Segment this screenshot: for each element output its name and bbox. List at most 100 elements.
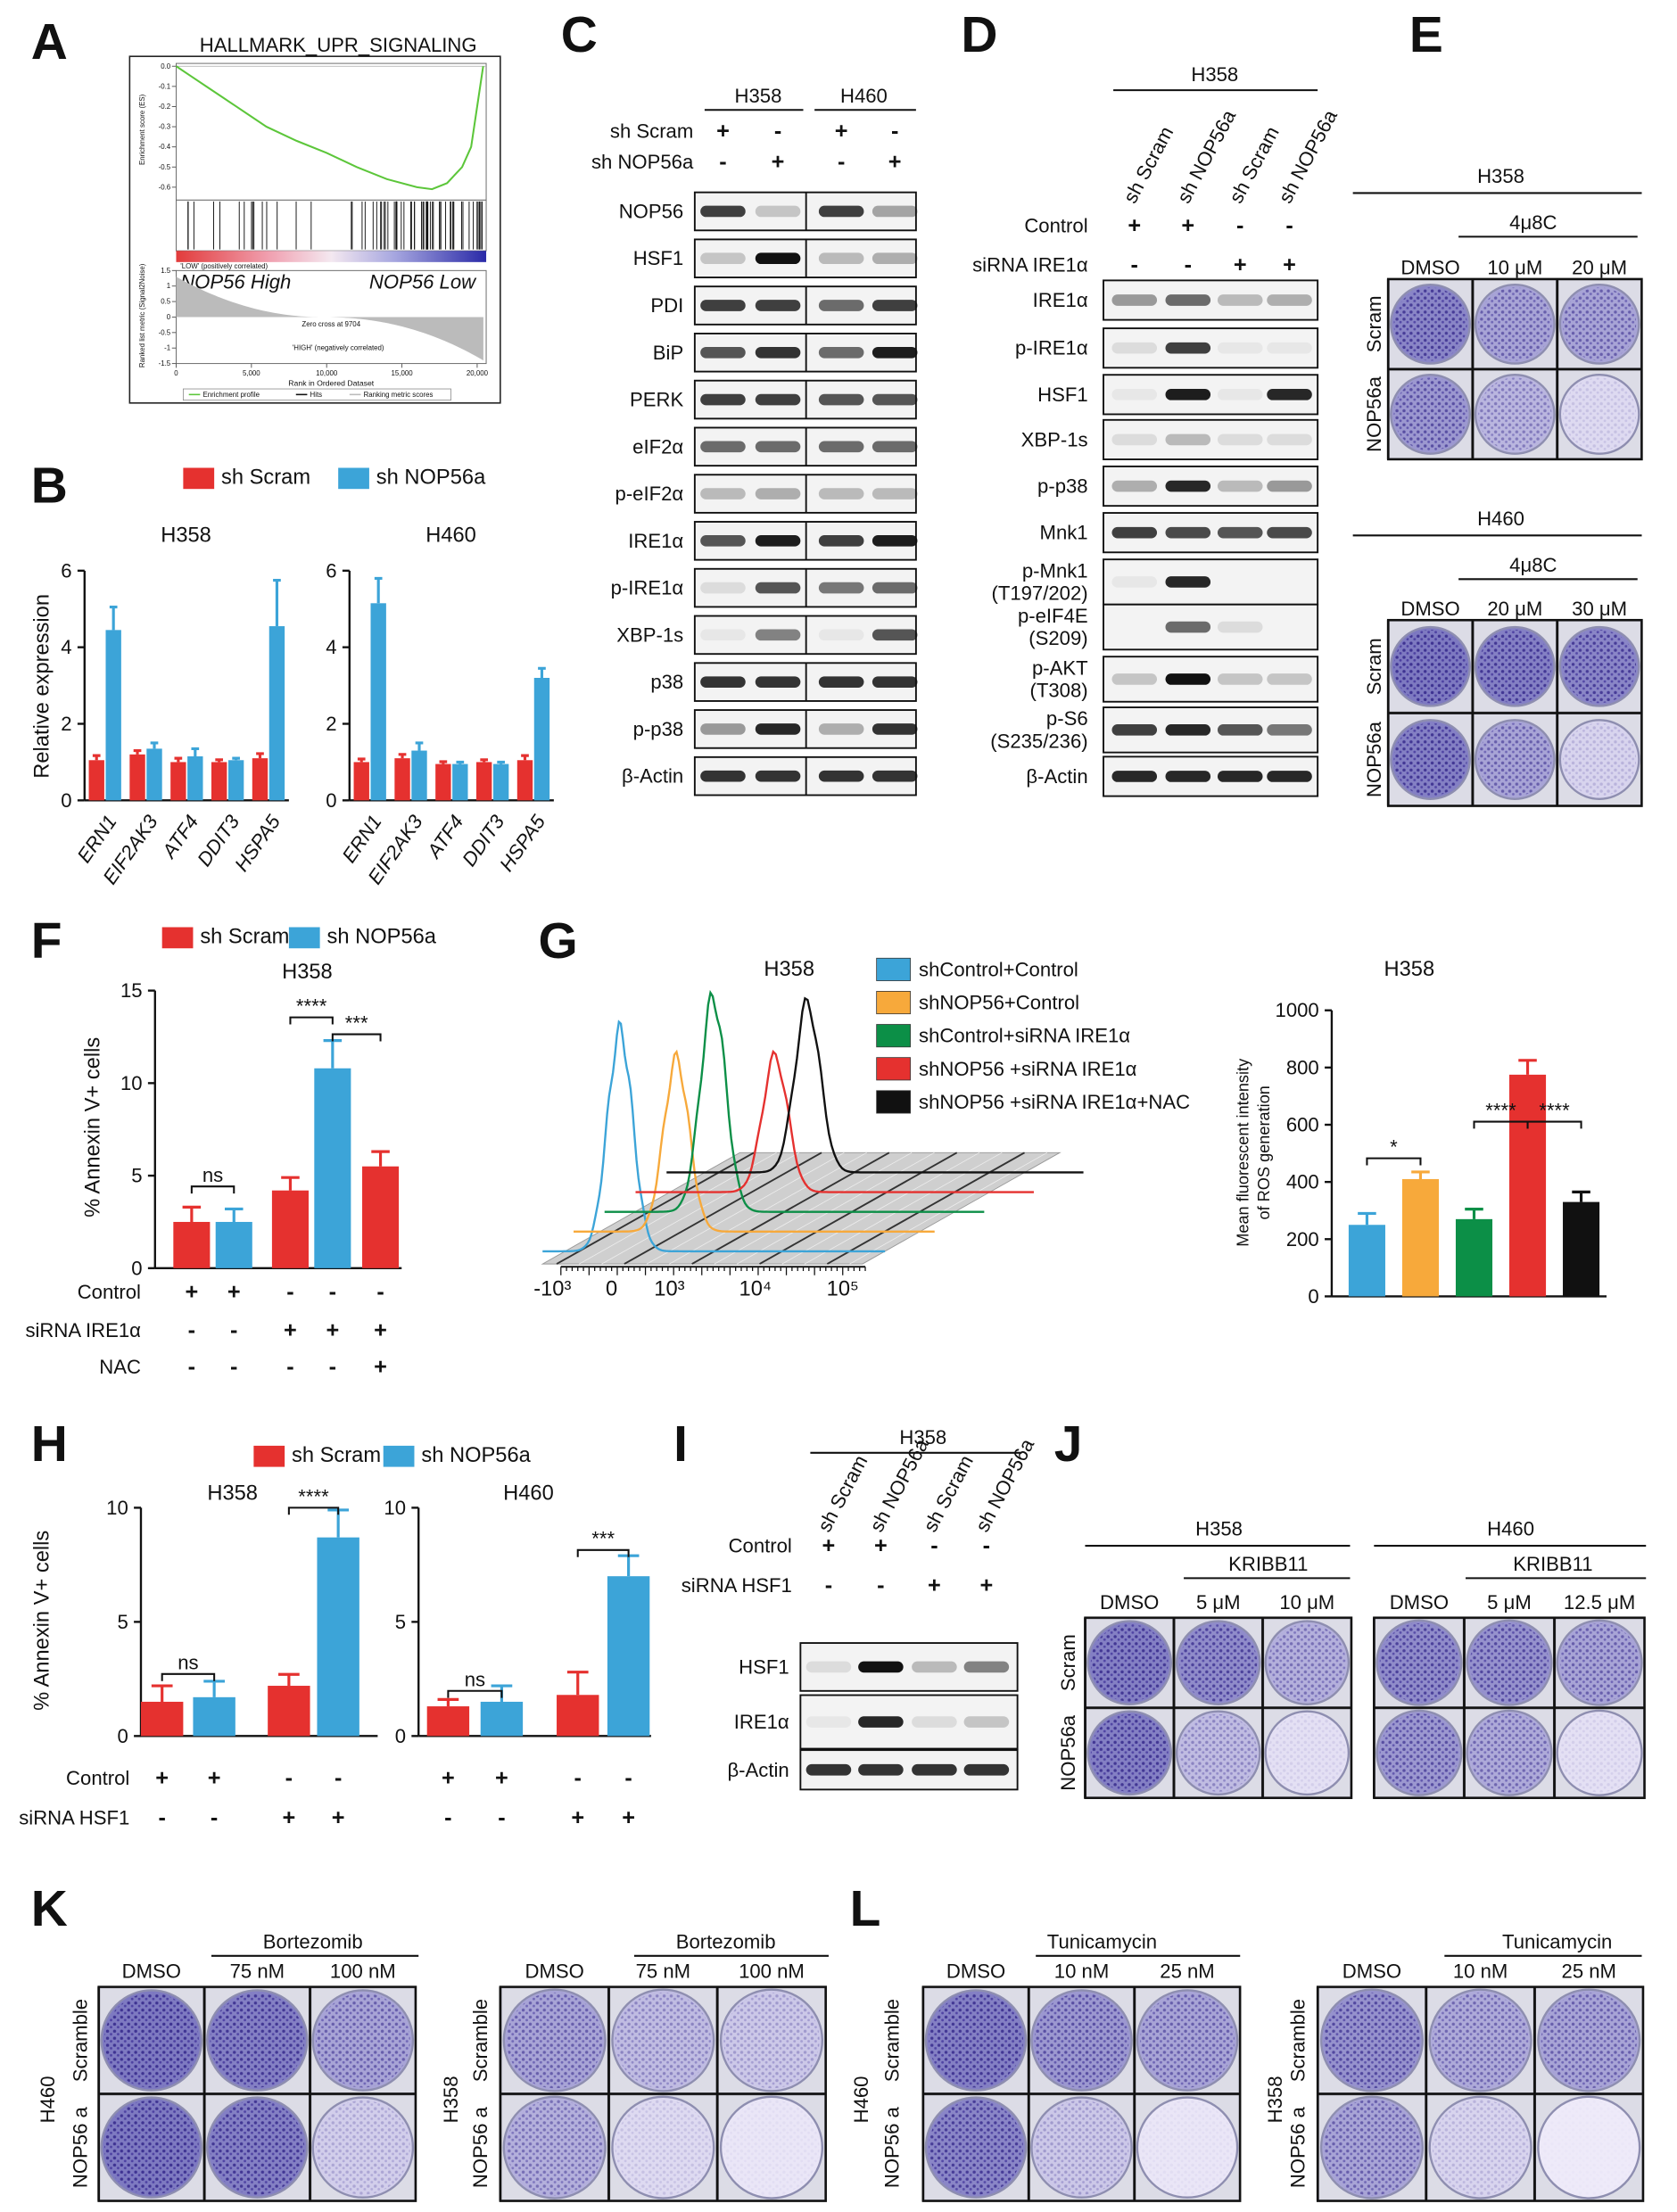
colonies [723,2099,820,2196]
row-label: NOP56a [1363,376,1385,452]
column-label: 5 μM [1487,1591,1532,1614]
bar [475,762,492,801]
condition-label: Control [729,1535,792,1557]
bar [557,1695,599,1737]
blot-label: (T308) [1030,680,1088,702]
bar [211,762,227,801]
condition-sign: + [1283,252,1296,277]
band [872,723,918,735]
significance-label: * [1390,1135,1398,1158]
band [1111,389,1158,400]
band [1267,771,1312,782]
band [805,1763,852,1776]
legend-swatch [253,1445,285,1467]
bar [146,748,162,801]
band [872,393,918,406]
column-label: 25 nM [1562,1960,1616,1983]
band [1267,480,1312,492]
blot-label: p-p38 [1037,475,1088,498]
error-bar [203,1680,225,1697]
colonies [1268,1623,1346,1702]
row-label: Scram [1363,295,1385,352]
legend-label: Enrichment profile [203,391,260,399]
blot-label: XBP-1s [1021,428,1088,450]
y-tick-label: 600 [1286,1114,1319,1136]
condition-sign: - [286,1280,293,1305]
cell-line-label: H460 [1487,1518,1534,1540]
condition-sign: + [495,1766,508,1791]
colonies [1432,1992,1529,2089]
condition-sign: + [716,119,730,144]
legend-label: sh NOP56a [327,926,437,949]
column-label: DMSO [1342,1960,1401,1983]
blot-label: eIF2α [632,435,683,458]
condition-sign: - [230,1317,237,1342]
band [1267,294,1312,306]
band [818,300,864,311]
band [1165,480,1211,492]
band [1111,724,1158,736]
colonies [1090,1623,1169,1702]
band [1217,621,1263,633]
x-tick-label: 20,000 [467,369,489,377]
colonies [210,2100,305,2195]
flow-grid [737,1151,935,1265]
band [872,205,918,218]
band [700,676,746,688]
legend-label: sh Scram [292,1444,381,1467]
condition-sign: - [719,150,726,175]
row-label: Scramble [70,1999,92,2082]
bar [314,1068,351,1268]
row-label: NOP56 a [70,2106,92,2188]
note: 'LOW' (positively correlated) [180,262,268,270]
colonies [1563,722,1637,796]
band [700,535,746,547]
band [912,1716,957,1728]
blot-label: p-eIF4E [1018,605,1088,627]
x-tick-label: 10⁴ [739,1278,772,1301]
column-label: DMSO [1100,1591,1159,1614]
error-bar [566,1671,589,1696]
bar [1563,1201,1600,1297]
colonies [1268,1713,1346,1792]
axis-label: Ranked list metric (Signal2Noise) [138,263,146,367]
band [1267,622,1312,633]
condition-sign: - [158,1805,165,1830]
chart-title: H460 [503,1482,554,1506]
chart-title: H358 [282,961,333,984]
y-tick-label: 10 [384,1497,406,1519]
colonies [1563,287,1637,361]
condition-sign: - [329,1280,336,1305]
y-tick-label: 15 [120,979,143,1002]
error-bar [174,756,183,763]
bar [452,763,468,801]
band [700,205,746,218]
error-bar [497,760,505,764]
band [1217,724,1263,736]
blot-label: p-Mnk1 [1022,559,1088,582]
significance-bracket [1366,1157,1422,1166]
legend-label: sh NOP56a [421,1444,531,1467]
y-tick-label: 5 [131,1165,142,1187]
legend-label: shNOP56+Control [919,992,1079,1014]
colonies [1563,377,1637,451]
bar [1455,1218,1493,1297]
chart-title: H460 [425,524,476,547]
band [755,629,801,641]
bar [492,763,509,801]
condition-sign: - [825,1572,832,1597]
band [872,300,918,311]
band [1111,480,1158,492]
group-label: H358 [735,85,782,107]
band [872,488,918,499]
condition-sign: - [444,1805,451,1830]
condition-label: Control [1024,214,1087,236]
legend-label: Hits [310,391,323,399]
cell-line-label: H460 [37,2076,59,2124]
error-bar [1411,1170,1430,1179]
column-label: 10 nM [1054,1960,1109,1983]
band [1165,342,1211,354]
significance-bracket [190,1185,235,1194]
band [872,770,918,782]
